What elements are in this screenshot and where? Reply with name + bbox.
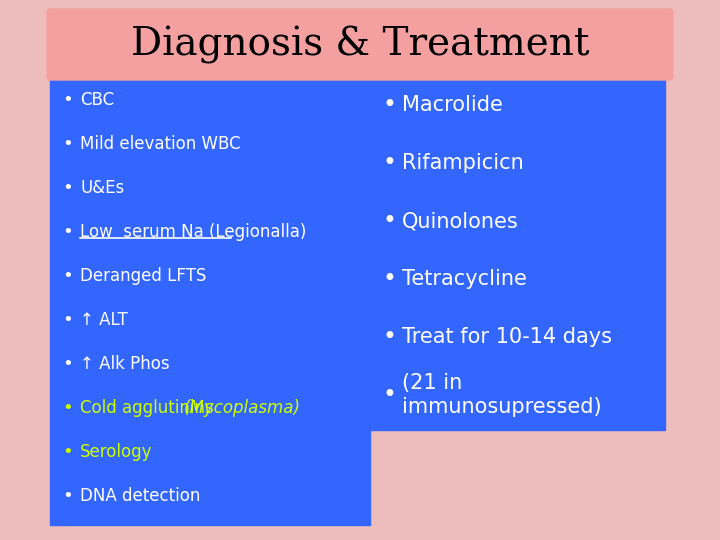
Text: •: • xyxy=(62,91,73,109)
Text: •: • xyxy=(62,179,73,197)
Text: •: • xyxy=(62,267,73,285)
Text: •: • xyxy=(62,311,73,329)
Text: Low  serum Na (Legionalla): Low serum Na (Legionalla) xyxy=(80,223,307,241)
Text: Deranged LFTS: Deranged LFTS xyxy=(80,267,207,285)
Text: (21 in
immunosupressed): (21 in immunosupressed) xyxy=(402,373,602,416)
Text: Tetracycline: Tetracycline xyxy=(402,269,527,289)
Text: •: • xyxy=(62,487,73,505)
Text: •: • xyxy=(62,443,73,461)
Text: •: • xyxy=(62,355,73,373)
Text: Rifampicicn: Rifampicicn xyxy=(402,153,523,173)
Text: Diagnosis & Treatment: Diagnosis & Treatment xyxy=(131,25,589,64)
FancyBboxPatch shape xyxy=(47,9,673,80)
Text: CBC: CBC xyxy=(80,91,114,109)
Text: •: • xyxy=(62,223,73,241)
Text: Quinolones: Quinolones xyxy=(402,211,518,231)
Text: Cold agglutinins: Cold agglutinins xyxy=(80,399,219,417)
FancyBboxPatch shape xyxy=(50,77,370,525)
Text: Serology: Serology xyxy=(80,443,153,461)
Text: •: • xyxy=(382,209,396,233)
Text: •: • xyxy=(382,325,396,349)
FancyBboxPatch shape xyxy=(370,77,665,430)
Text: •: • xyxy=(382,267,396,291)
Text: •: • xyxy=(382,151,396,175)
Text: •: • xyxy=(62,135,73,153)
Text: ↑ ALT: ↑ ALT xyxy=(80,311,127,329)
Text: ↑ Alk Phos: ↑ Alk Phos xyxy=(80,355,170,373)
Text: Treat for 10-14 days: Treat for 10-14 days xyxy=(402,327,612,347)
Text: •: • xyxy=(382,93,396,117)
Text: (Mycoplasma): (Mycoplasma) xyxy=(184,399,301,417)
Text: •: • xyxy=(382,383,396,407)
Text: Macrolide: Macrolide xyxy=(402,95,503,115)
Text: U&Es: U&Es xyxy=(80,179,125,197)
Text: Mild elevation WBC: Mild elevation WBC xyxy=(80,135,240,153)
Text: DNA detection: DNA detection xyxy=(80,487,200,505)
Text: •: • xyxy=(62,399,73,417)
